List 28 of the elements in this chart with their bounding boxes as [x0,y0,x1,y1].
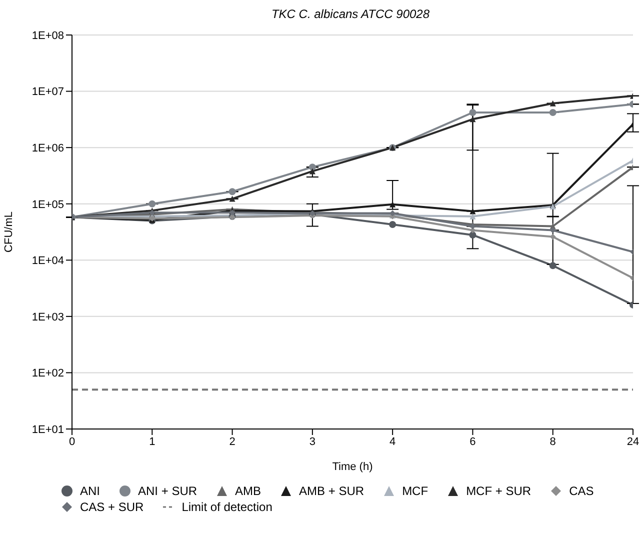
legend-label: CAS + SUR [79,500,144,514]
y-tick-label: 1E+07 [32,86,64,98]
legend-label: AMB + SUR [298,484,364,498]
legend-label: ANI [79,484,100,498]
x-axis-title: Time (h) [332,461,373,473]
x-tick-label: 24 [626,436,640,448]
y-tick-label: 1E+02 [32,368,64,380]
y-tick-label: 1E+08 [32,30,64,42]
legend-label: AMB [234,484,262,498]
y-axis-title: CFU/mL [2,212,15,252]
x-tick-label: 4 [390,436,396,448]
x-tick-label: 8 [550,436,556,448]
y-tick-label: 1E+01 [32,424,64,436]
legend-label: MCF [401,484,428,498]
y-tick-label: 1E+06 [32,142,64,154]
legend-label: CAS [568,484,594,498]
x-tick-label: 1 [149,436,156,448]
x-tick-label: 3 [309,436,316,448]
x-tick-label: 6 [470,436,476,448]
y-tick-label: 1E+04 [32,255,64,268]
y-tick-label: 1E+03 [32,311,64,324]
legend-label: MCF + SUR [465,484,532,498]
legend-label: Limit of detection [180,500,272,514]
x-tick-label: 0 [68,436,76,448]
legend-label: ANI + SUR [137,484,198,498]
x-tick-label: 2 [229,436,236,448]
y-tick-label: 1E+05 [32,198,64,211]
chart-title: TKC C. albicans ATCC 90028 [270,6,431,23]
